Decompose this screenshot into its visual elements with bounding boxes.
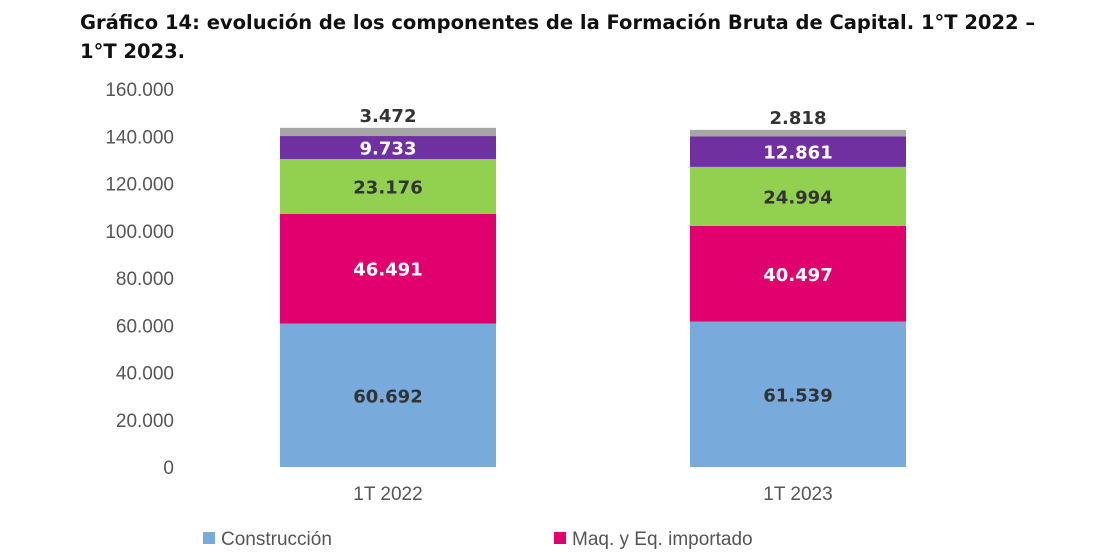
data-label: 61.539 (763, 385, 832, 406)
bar-segment (280, 136, 496, 160)
legend: Construcción Maq. y Eq. importado (203, 529, 753, 550)
bar-segment (690, 225, 906, 322)
data-label: 12.861 (763, 143, 832, 164)
legend-swatch (203, 532, 215, 544)
legend-label: Construcción (221, 529, 332, 550)
bar-segment (690, 166, 906, 226)
bar-segment (690, 136, 906, 167)
bar-segment (280, 127, 496, 137)
bar-segment (280, 213, 496, 324)
x-tick-label: 1T 2023 (763, 484, 832, 505)
y-tick-label: 20.000 (116, 411, 174, 432)
y-tick-label: 40.000 (116, 364, 174, 385)
data-label: 9.733 (360, 139, 417, 160)
legend-swatch (554, 532, 566, 544)
bar-segment (280, 323, 496, 467)
legend-label: Maq. y Eq. importado (572, 529, 753, 550)
data-label: 3.472 (360, 106, 417, 127)
y-tick-label: 140.000 (105, 127, 174, 148)
data-label: 46.491 (353, 260, 422, 281)
y-tick-label: 160.000 (105, 80, 174, 101)
data-label: 40.497 (763, 265, 832, 286)
chart-title: Gráfico 14: evolución de los componentes… (80, 11, 1036, 63)
data-labels-group: 60.692 46.491 23.176 9.733 3.472 61.539 40.497… (353, 106, 832, 407)
y-tick-label: 100.000 (105, 222, 174, 243)
y-tick-label: 120.000 (105, 175, 174, 196)
bar-segment (690, 129, 906, 137)
y-axis: 0 20.000 40.000 60.000 80.000 100.000 120.000 1… (105, 80, 174, 479)
y-tick-label: 0 (163, 458, 174, 479)
data-label: 23.176 (353, 177, 422, 198)
bar-segment (690, 321, 906, 467)
x-tick-label: 1T 2022 (353, 484, 422, 505)
data-label: 2.818 (770, 108, 827, 129)
bar-segment (280, 159, 496, 214)
x-axis: 1T 2022 1T 2023 (353, 484, 832, 505)
y-tick-label: 80.000 (116, 269, 174, 290)
y-tick-label: 60.000 (116, 316, 174, 337)
data-label: 24.994 (763, 187, 832, 208)
data-label: 60.692 (353, 386, 422, 407)
bars-group (280, 127, 906, 467)
